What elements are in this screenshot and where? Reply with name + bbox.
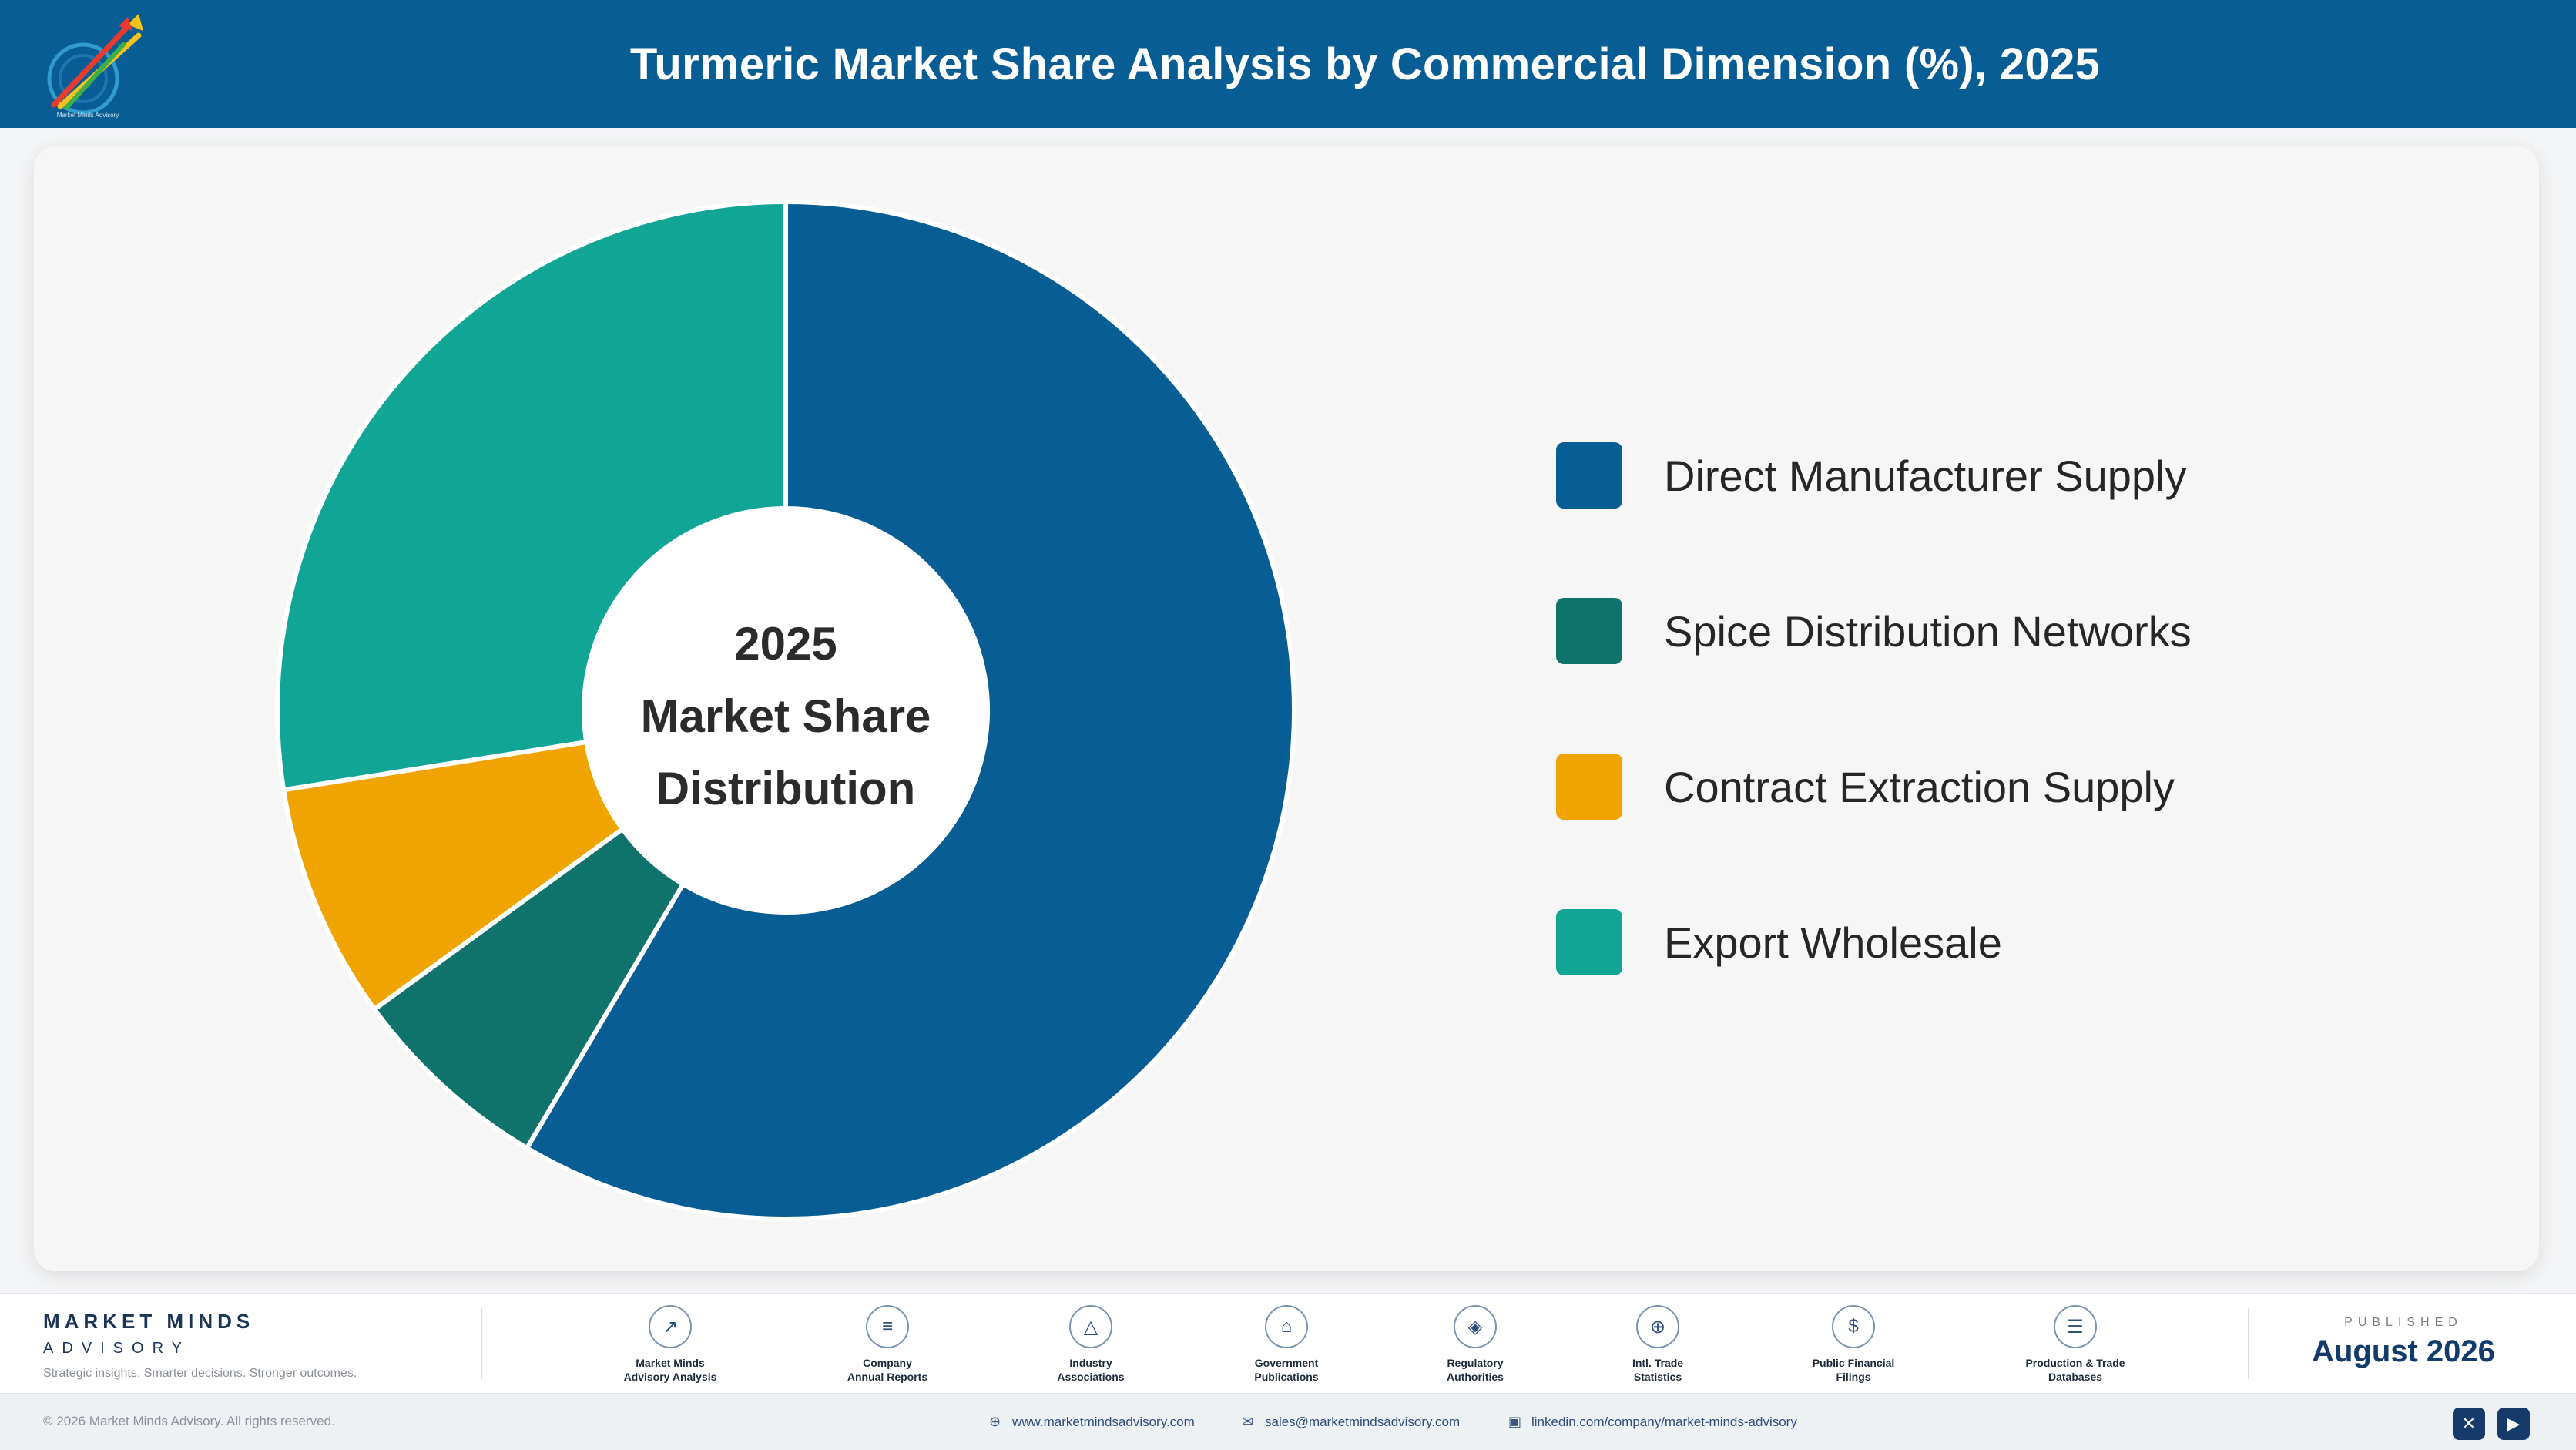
legend-swatch xyxy=(1556,442,1622,509)
donut-hole xyxy=(584,509,988,912)
brand-tagline: Strategic insights. Smarter decisions. S… xyxy=(43,1367,357,1380)
source-item[interactable]: ↗ Market Minds Advisory Analysis xyxy=(593,1305,747,1384)
database-icon: ☰ xyxy=(2054,1305,2097,1348)
source-label: Intl. Trade Statistics xyxy=(1632,1357,1684,1383)
chart-legend: Direct Manufacturer Supply Spice Distribu… xyxy=(1556,442,2192,1065)
x-twitter-button[interactable]: ✕ xyxy=(2453,1408,2485,1440)
source-item[interactable]: ⌂ Government Publications xyxy=(1209,1305,1363,1384)
source-label: Production & Trade Databases xyxy=(2025,1357,2125,1383)
youtube-button[interactable]: ▶ xyxy=(2497,1408,2530,1440)
legend-label: Direct Manufacturer Supply xyxy=(1664,451,2187,500)
legend-label: Spice Distribution Networks xyxy=(1664,606,2192,656)
network-icon: △ xyxy=(1069,1305,1112,1348)
brand-subtitle: ADVISORY xyxy=(43,1340,190,1357)
company-logo[interactable]: Market Minds Advisory xyxy=(37,8,153,120)
legend-swatch xyxy=(1556,754,1622,820)
linkedin-link[interactable]: ▣ linkedin.com/company/market-minds-advis… xyxy=(1508,1414,1797,1430)
footer-brand: MARKET MINDS ADVISORY Strategic insights… xyxy=(43,1310,357,1381)
center-year: 2025 xyxy=(734,618,837,670)
center-line-3: Distribution xyxy=(656,763,916,814)
government-building-icon: ⌂ xyxy=(1265,1305,1308,1348)
svg-text:Market Minds Advisory: Market Minds Advisory xyxy=(57,112,119,119)
legend-item[interactable]: Contract Extraction Supply xyxy=(1556,754,2192,820)
data-sources: ↗ Market Minds Advisory Analysis ≡ Company … xyxy=(539,1305,2219,1390)
donut-center-label: 2025 Market Share Distribution xyxy=(632,609,940,824)
source-item[interactable]: ☰ Production & Trade Databases xyxy=(1998,1305,2152,1384)
website-text: www.marketmindsadvisory.com xyxy=(1012,1415,1195,1429)
center-line-2: Market Share xyxy=(640,690,931,742)
legend-item[interactable]: Export Wholesale xyxy=(1556,909,2192,975)
footer-bottom-bar: © 2026 Market Minds Advisory. All rights… xyxy=(0,1393,2576,1450)
globe-icon: ⊕ xyxy=(1636,1305,1679,1348)
source-item[interactable]: ◈ Regulatory Authorities xyxy=(1398,1305,1552,1384)
footer: MARKET MINDS ADVISORY Strategic insights… xyxy=(0,1293,2576,1450)
brand-name: MARKET MINDS xyxy=(43,1310,255,1333)
email-text: sales@marketmindsadvisory.com xyxy=(1265,1415,1461,1429)
source-label: Company Annual Reports xyxy=(847,1357,928,1383)
source-item[interactable]: △ Industry Associations xyxy=(1014,1305,1168,1384)
legend-swatch xyxy=(1556,598,1622,664)
legend-label: Contract Extraction Supply xyxy=(1664,762,2175,811)
linkedin-icon: ▣ xyxy=(1508,1414,1522,1429)
legend-label: Export Wholesale xyxy=(1664,918,2002,967)
youtube-icon: ▶ xyxy=(2507,1414,2521,1433)
source-label: Industry Associations xyxy=(1057,1357,1125,1383)
website-link[interactable]: ⊕ www.marketmindsadvisory.com xyxy=(989,1414,1195,1430)
source-label: Regulatory Authorities xyxy=(1447,1357,1504,1383)
source-item[interactable]: $ Public Financial Filings xyxy=(1776,1305,1930,1384)
header-bar: Market Minds Advisory Turmeric Market Sh… xyxy=(0,0,2576,128)
footer-divider xyxy=(2248,1308,2249,1379)
published-date: August 2026 xyxy=(2312,1334,2495,1368)
globe-icon: ⊕ xyxy=(989,1414,1001,1429)
footer-divider xyxy=(481,1308,482,1379)
source-label: Government Publications xyxy=(1254,1357,1319,1383)
copyright-text: © 2026 Market Minds Advisory. All rights… xyxy=(43,1414,335,1428)
linkedin-text: linkedin.com/company/market-minds-adviso… xyxy=(1531,1415,1797,1429)
shield-icon: ◈ xyxy=(1454,1305,1497,1348)
legend-item[interactable]: Direct Manufacturer Supply xyxy=(1556,442,2192,509)
page-title: Turmeric Market Share Analysis by Commer… xyxy=(629,39,2101,89)
published-block: PUBLISHED August 2026 xyxy=(2249,1316,2558,1369)
email-link[interactable]: ✉ sales@marketmindsadvisory.com xyxy=(1242,1414,1460,1430)
source-item[interactable]: ⊕ Intl. Trade Statistics xyxy=(1581,1305,1735,1384)
legend-item[interactable]: Spice Distribution Networks xyxy=(1556,598,2192,664)
document-icon: ≡ xyxy=(866,1305,909,1348)
coin-icon: $ xyxy=(1832,1305,1875,1348)
trend-chart-icon: ↗ xyxy=(649,1305,692,1348)
source-label: Market Minds Advisory Analysis xyxy=(623,1357,717,1383)
donut-slice-direct-manufacturer-supply[interactable] xyxy=(523,199,1296,1221)
source-item[interactable]: ≡ Company Annual Reports xyxy=(810,1305,964,1384)
legend-swatch xyxy=(1556,909,1622,975)
published-label: PUBLISHED xyxy=(2344,1316,2463,1329)
source-label: Public Financial Filings xyxy=(1812,1357,1895,1383)
x-twitter-icon: ✕ xyxy=(2461,1414,2477,1433)
mail-icon: ✉ xyxy=(1242,1414,1254,1429)
